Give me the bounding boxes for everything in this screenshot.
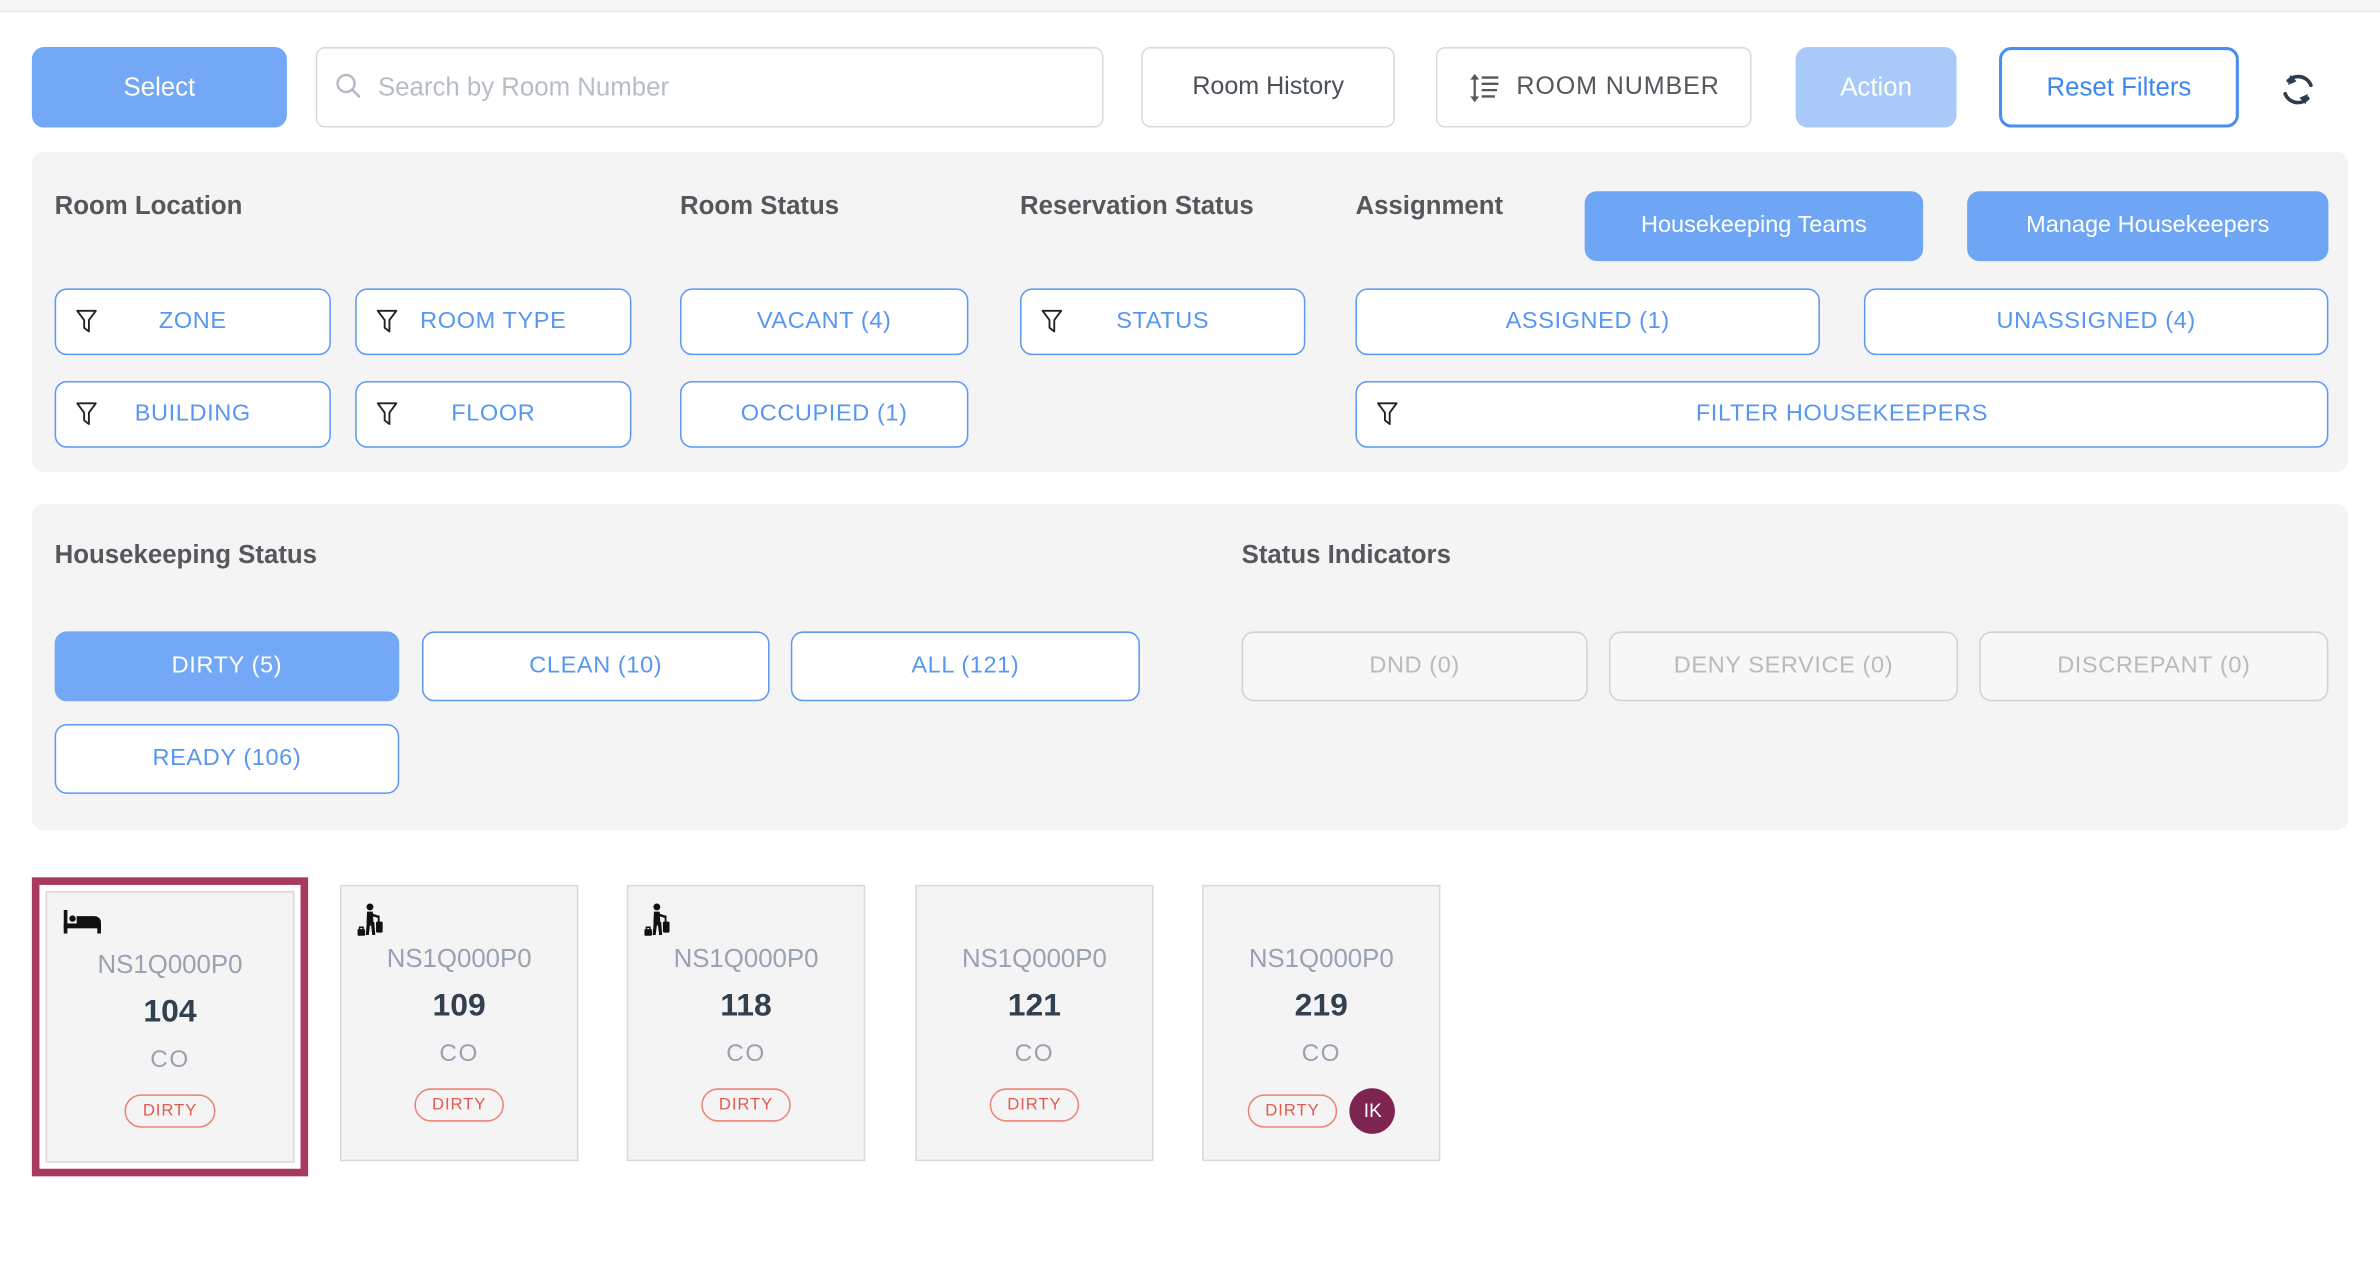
housekeeper-initials-badge: IK	[1349, 1088, 1396, 1134]
select-button[interactable]: Select	[31, 47, 287, 128]
filter-housekeepers-label: FILTER HOUSEKEEPERS	[1695, 400, 1989, 427]
guest-departure-icon	[644, 902, 673, 949]
unassigned-filter-label: UNASSIGNED (4)	[1996, 308, 2196, 334]
occupied-filter-label: OCCUPIED (1)	[740, 400, 908, 427]
funnel-icon	[1377, 401, 1398, 436]
dnd-indicator-button[interactable]: DND (0)	[1241, 631, 1588, 702]
funnel-icon	[376, 401, 398, 436]
reservation-status-code: CO	[1014, 1041, 1055, 1068]
room-type-code: NS1Q000P0	[97, 950, 243, 980]
dirty-status-badge: DIRTY	[1247, 1094, 1338, 1128]
refresh-button[interactable]	[2275, 67, 2321, 113]
deny-service-indicator-button[interactable]: DENY SERVICE (0)	[1608, 631, 1959, 702]
housekeeping-status-panel: Housekeeping Status Status Indicators DI…	[31, 503, 2349, 831]
housekeeping-teams-button[interactable]: Housekeeping Teams	[1584, 191, 1924, 262]
filters-panel: Room Location Room Status Reservation St…	[31, 151, 2349, 473]
room-location-title: Room Location	[54, 191, 243, 221]
room-card-104[interactable]: NS1Q000P0 104 CO DIRTY	[45, 890, 295, 1163]
floor-filter-button[interactable]: FLOOR	[355, 380, 632, 448]
refresh-icon	[2278, 70, 2317, 109]
room-type-filter-button[interactable]: ROOM TYPE	[355, 288, 632, 356]
search-input[interactable]	[315, 47, 1104, 128]
clean-filter-button[interactable]: CLEAN (10)	[421, 631, 770, 702]
room-card-118[interactable]: NS1Q000P0 118 CO DIRTY	[626, 884, 866, 1162]
funnel-icon	[1041, 308, 1063, 343]
action-button[interactable]: Action	[1795, 47, 1957, 128]
manage-housekeepers-button[interactable]: Manage Housekeepers	[1967, 191, 2329, 262]
room-card-109[interactable]: NS1Q000P0 109 CO DIRTY	[340, 884, 579, 1162]
building-filter-label: BUILDING	[134, 400, 251, 427]
room-number: 104	[143, 994, 197, 1030]
room-type-code: NS1Q000P0	[1248, 944, 1394, 973]
assigned-filter-button[interactable]: ASSIGNED (1)	[1355, 288, 1820, 356]
room-number: 121	[1007, 988, 1062, 1024]
room-type-code: NS1Q000P0	[673, 944, 819, 973]
status-indicators-title: Status Indicators	[1241, 540, 1451, 570]
assignment-title: Assignment	[1355, 191, 1504, 221]
reservation-status-title: Reservation Status	[1019, 191, 1254, 221]
sort-by-label: ROOM NUMBER	[1516, 72, 1720, 101]
selected-room-highlight: NS1Q000P0 104 CO DIRTY	[31, 877, 309, 1177]
housekeeping-status-title: Housekeeping Status	[54, 540, 318, 570]
guest-departure-icon	[357, 902, 386, 949]
room-status-title: Room Status	[680, 191, 840, 221]
dirty-status-badge: DIRTY	[124, 1094, 216, 1128]
reservation-status-code: CO	[726, 1041, 766, 1068]
room-type-code: NS1Q000P0	[386, 944, 532, 973]
room-type-filter-label: ROOM TYPE	[420, 308, 567, 334]
dirty-status-badge: DIRTY	[700, 1088, 792, 1122]
search-icon	[334, 71, 364, 109]
sort-icon	[1468, 71, 1501, 104]
reservation-status-code: CO	[439, 1041, 479, 1068]
room-number: 219	[1294, 988, 1348, 1024]
funnel-icon	[76, 308, 97, 343]
floor-filter-label: FLOOR	[451, 400, 536, 427]
top-strip	[0, 0, 2380, 13]
building-filter-button[interactable]: BUILDING	[54, 380, 331, 448]
occupied-filter-button[interactable]: OCCUPIED (1)	[680, 380, 969, 448]
room-history-button[interactable]: Room History	[1141, 47, 1395, 128]
room-card-121[interactable]: NS1Q000P0 121 CO DIRTY	[915, 884, 1154, 1162]
funnel-icon	[376, 308, 398, 343]
assigned-filter-label: ASSIGNED (1)	[1505, 308, 1670, 334]
zone-filter-label: ZONE	[158, 308, 227, 334]
room-type-code: NS1Q000P0	[961, 944, 1107, 973]
search-box	[315, 47, 1104, 128]
occupied-bed-icon	[62, 908, 103, 944]
status-filter-label: STATUS	[1116, 308, 1210, 334]
reservation-status-code: CO	[150, 1047, 190, 1074]
dirty-status-badge: DIRTY	[989, 1088, 1080, 1122]
unassigned-filter-button[interactable]: UNASSIGNED (4)	[1863, 288, 2329, 356]
reservation-status-code: CO	[1301, 1041, 1342, 1068]
dirty-status-badge: DIRTY	[413, 1088, 505, 1122]
room-number: 109	[432, 988, 486, 1024]
sort-by-button[interactable]: ROOM NUMBER	[1435, 47, 1752, 128]
vacant-filter-button[interactable]: VACANT (4)	[680, 288, 969, 356]
funnel-icon	[76, 401, 97, 436]
discrepant-indicator-button[interactable]: DISCREPANT (0)	[1979, 631, 2329, 702]
ready-filter-button[interactable]: READY (106)	[54, 724, 400, 794]
dirty-filter-button[interactable]: DIRTY (5)	[54, 631, 400, 702]
all-filter-button[interactable]: ALL (121)	[790, 631, 1140, 702]
room-card-219[interactable]: NS1Q000P0 219 CO DIRTY IK	[1202, 884, 1441, 1162]
status-filter-button[interactable]: STATUS	[1019, 288, 1306, 356]
zone-filter-button[interactable]: ZONE	[54, 288, 331, 356]
room-number: 118	[720, 988, 772, 1024]
vacant-filter-label: VACANT (4)	[756, 308, 892, 334]
reset-filters-button[interactable]: Reset Filters	[1999, 47, 2239, 128]
filter-housekeepers-button[interactable]: FILTER HOUSEKEEPERS	[1355, 380, 2329, 448]
